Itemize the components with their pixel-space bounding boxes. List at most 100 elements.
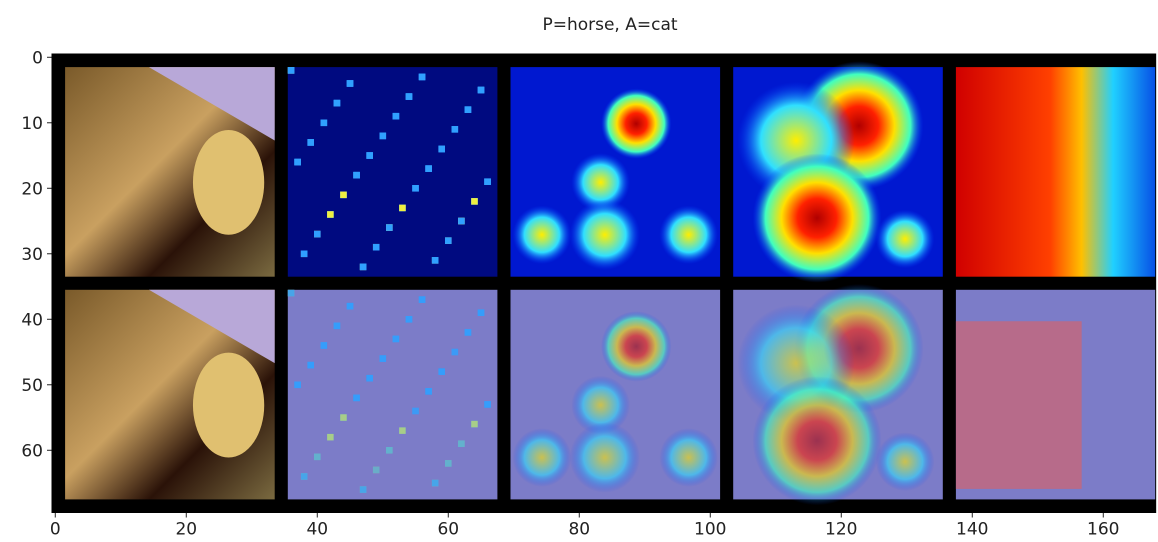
tile-detail xyxy=(294,381,301,389)
tile-detail xyxy=(399,204,406,212)
tile-detail xyxy=(148,67,275,141)
tile-detail xyxy=(353,171,360,179)
x-tick-label: 40 xyxy=(306,520,328,539)
tile-detail xyxy=(425,165,432,172)
tile xyxy=(287,67,498,277)
tile xyxy=(510,67,721,277)
x-tick-label: 80 xyxy=(568,520,590,539)
tile-detail xyxy=(752,376,882,506)
tile-detail xyxy=(294,158,301,166)
tile xyxy=(65,289,275,500)
tile-detail xyxy=(601,311,672,382)
tile-base xyxy=(287,67,498,277)
tile-detail xyxy=(287,67,295,74)
tile-detail xyxy=(327,433,334,441)
tile xyxy=(287,289,498,500)
axes-frame xyxy=(51,53,1157,513)
tile-detail xyxy=(569,422,641,493)
x-tick-label: 160 xyxy=(1087,520,1119,539)
tile-detail xyxy=(399,427,406,434)
tile-detail xyxy=(484,401,491,408)
tile-detail xyxy=(353,394,360,402)
tile-detail xyxy=(431,479,439,487)
tile-detail xyxy=(875,209,935,269)
tile-detail xyxy=(192,129,265,235)
tile-detail xyxy=(659,428,719,487)
tile-detail xyxy=(346,80,354,87)
y-tick-label: 10 xyxy=(21,114,43,134)
x-tick-label: 60 xyxy=(437,520,459,539)
tiles xyxy=(65,61,1156,506)
tile-detail xyxy=(372,466,380,474)
tile-detail xyxy=(418,296,426,303)
tile-detail xyxy=(955,321,1082,489)
tile-detail xyxy=(333,322,341,330)
tile-detail xyxy=(307,139,314,146)
tile-detail xyxy=(405,93,413,100)
tile-detail xyxy=(333,99,341,107)
tile-detail xyxy=(571,375,630,435)
tile-detail xyxy=(471,198,478,205)
tile-detail xyxy=(320,119,328,127)
tile-detail xyxy=(659,205,719,265)
tile xyxy=(733,283,943,506)
y-tick-label: 0 xyxy=(32,48,43,68)
tile-detail xyxy=(438,368,445,375)
tile-detail xyxy=(464,106,472,113)
tile-detail xyxy=(752,153,882,283)
tile-detail xyxy=(425,388,432,395)
tile-detail xyxy=(445,237,452,244)
x-tick-label: 0 xyxy=(50,520,61,539)
tile-detail xyxy=(346,302,354,310)
tile-detail xyxy=(405,316,413,323)
tile-base xyxy=(287,289,498,500)
tile-detail xyxy=(287,289,295,297)
tile-detail xyxy=(340,191,347,199)
tile-detail xyxy=(445,460,452,467)
tile-detail xyxy=(392,335,400,343)
tile-detail xyxy=(379,355,387,362)
tile-detail xyxy=(431,257,439,264)
tile-detail xyxy=(386,447,393,454)
y-tick-label: 40 xyxy=(21,310,43,330)
tile xyxy=(955,289,1156,500)
tile-detail xyxy=(601,88,672,159)
tile-detail xyxy=(379,132,387,140)
x-tick-label: 120 xyxy=(825,520,857,539)
tile-detail xyxy=(386,224,393,231)
chart-title: P=horse, A=cat xyxy=(542,15,677,35)
tile-detail xyxy=(372,243,380,251)
tile-detail xyxy=(359,263,367,271)
tile-detail xyxy=(458,440,465,447)
tile-detail xyxy=(412,407,419,415)
tile-detail xyxy=(484,178,491,185)
tile-detail xyxy=(327,211,334,218)
tile-detail xyxy=(451,348,459,356)
y-tick-label: 30 xyxy=(21,245,43,265)
tile-detail xyxy=(464,329,472,336)
tile xyxy=(733,61,943,283)
tile-detail xyxy=(418,73,426,81)
tile-detail xyxy=(438,145,445,153)
tile xyxy=(65,67,275,277)
tile-detail xyxy=(314,230,321,238)
tile-detail xyxy=(320,342,328,349)
y-tick-label: 20 xyxy=(21,179,43,199)
tile-detail xyxy=(477,309,485,316)
tile-detail xyxy=(512,205,572,265)
tile xyxy=(955,67,1156,277)
tile-detail xyxy=(571,153,630,212)
tile-detail xyxy=(300,473,308,480)
tile-detail xyxy=(569,199,641,270)
tile-detail xyxy=(300,250,308,258)
tile-detail xyxy=(451,126,459,133)
x-tick-label: 100 xyxy=(694,520,726,539)
y-tick-label: 60 xyxy=(21,441,43,461)
tile-detail xyxy=(412,185,419,192)
tile-detail xyxy=(366,152,373,159)
tile-detail xyxy=(471,420,478,428)
tile-detail xyxy=(392,112,400,120)
tile-detail xyxy=(148,289,275,364)
tile-base xyxy=(955,67,1156,277)
